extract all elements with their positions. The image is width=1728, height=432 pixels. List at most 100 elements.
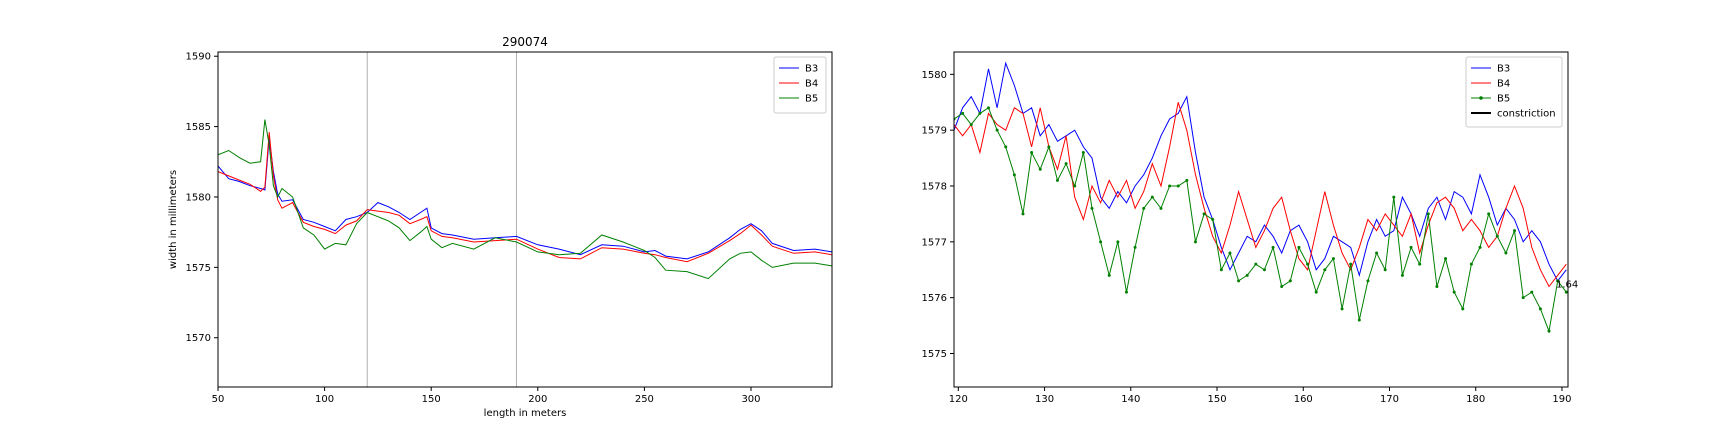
data-point	[1340, 307, 1344, 311]
data-point	[1116, 240, 1120, 244]
data-point	[978, 111, 982, 115]
data-point	[1159, 206, 1163, 210]
data-point	[1564, 290, 1568, 294]
y-tick-label: 1576	[922, 293, 947, 304]
data-point	[1513, 229, 1517, 233]
y-axis-label: width in millimeters	[168, 170, 179, 269]
data-point	[1306, 262, 1310, 266]
chart-panel-2: 120 130 140 150 160 170 180 190 1575 1576 1577 1578…	[922, 51, 1578, 405]
data-point	[1211, 218, 1215, 221]
series-line-b4	[218, 132, 832, 263]
data-point	[1004, 145, 1008, 149]
series-line-b5	[954, 107, 1567, 334]
legend-box	[1465, 56, 1563, 128]
x-tick-label: 200	[528, 394, 547, 405]
data-point	[1357, 318, 1361, 322]
data-point	[1314, 290, 1318, 294]
data-point	[1504, 251, 1508, 255]
legend: B3 B4 B5 constriction	[1465, 56, 1563, 128]
series-line-b3	[218, 137, 832, 260]
data-point	[1030, 151, 1034, 154]
data-point	[1254, 262, 1258, 266]
annotation-label: 1.64	[1556, 280, 1578, 291]
data-point	[1297, 245, 1301, 249]
data-point	[1228, 251, 1232, 255]
legend-box	[773, 56, 827, 114]
legend-label: B5	[1497, 94, 1510, 105]
data-point	[1099, 240, 1103, 244]
y-tick-label: 1570	[186, 333, 211, 344]
x-tick-label: 300	[741, 394, 760, 405]
data-point	[1219, 268, 1223, 272]
y-tick-label: 1577	[922, 237, 947, 248]
data-point	[1400, 273, 1404, 277]
data-point	[1124, 290, 1128, 294]
data-point	[1426, 212, 1430, 216]
data-point	[1245, 273, 1249, 277]
data-point	[995, 128, 999, 132]
x-tick-label: 130	[1035, 394, 1054, 405]
data-point	[1349, 262, 1353, 266]
x-tick-label: 250	[635, 394, 654, 405]
data-point	[1435, 285, 1439, 288]
data-point	[1012, 173, 1016, 177]
legend-marker	[1479, 96, 1483, 100]
data-point	[1452, 290, 1456, 294]
data-point	[1107, 273, 1111, 277]
data-point	[1461, 307, 1465, 311]
data-point	[1047, 145, 1051, 149]
x-tick-label: 180	[1466, 394, 1485, 405]
data-point	[1392, 195, 1396, 199]
data-point	[1073, 184, 1077, 188]
y-tick-label: 1580	[922, 70, 947, 81]
axes-frame	[217, 51, 833, 388]
legend-label: B4	[1497, 79, 1510, 90]
y-tick-label: 1578	[922, 182, 947, 193]
data-point	[1150, 195, 1154, 199]
x-tick-label: 190	[1552, 394, 1571, 405]
data-point	[1366, 279, 1370, 283]
data-point	[1262, 268, 1266, 272]
x-tick-label: 100	[315, 394, 334, 405]
data-point	[1469, 262, 1473, 266]
series-line-b5	[218, 119, 832, 280]
data-point	[1064, 162, 1068, 166]
chart-panel-1: 50 100 150 200 250 300 1570 1575 1580 1585 1590 290…	[168, 35, 833, 419]
data-point	[1495, 234, 1499, 238]
data-point	[1323, 268, 1327, 272]
data-point	[1176, 184, 1180, 188]
legend-label: B5	[805, 94, 818, 105]
x-tick-label: 150	[1207, 394, 1226, 405]
data-point	[1193, 240, 1197, 244]
data-point	[1168, 184, 1172, 188]
x-axis-label: length in meters	[484, 408, 567, 419]
data-point	[969, 123, 973, 127]
data-point	[1418, 262, 1422, 266]
data-point	[1090, 206, 1094, 210]
data-point	[1271, 245, 1275, 249]
x-tick-label: 170	[1380, 394, 1399, 405]
data-point	[1331, 257, 1335, 261]
legend-label: B4	[805, 79, 818, 90]
data-point	[1133, 245, 1137, 249]
y-tick-label: 1590	[186, 52, 211, 63]
x-tick-label: 150	[422, 394, 441, 405]
data-point	[1444, 257, 1448, 261]
data-point	[1288, 279, 1292, 283]
data-point	[1185, 178, 1189, 182]
data-point	[1383, 268, 1387, 272]
x-tick-label: 160	[1294, 394, 1313, 405]
data-point	[1081, 151, 1085, 154]
data-point	[1280, 285, 1284, 288]
data-point	[1021, 212, 1025, 216]
data-point	[1478, 245, 1482, 249]
x-tick-label: 140	[1121, 394, 1140, 405]
data-point	[1237, 279, 1241, 283]
data-point	[1038, 167, 1042, 171]
data-point	[1487, 212, 1491, 216]
legend-label: B3	[1497, 64, 1510, 75]
x-tick-label: 120	[949, 394, 968, 405]
y-tick-label: 1585	[186, 122, 211, 133]
y-tick-label: 1580	[186, 192, 211, 203]
